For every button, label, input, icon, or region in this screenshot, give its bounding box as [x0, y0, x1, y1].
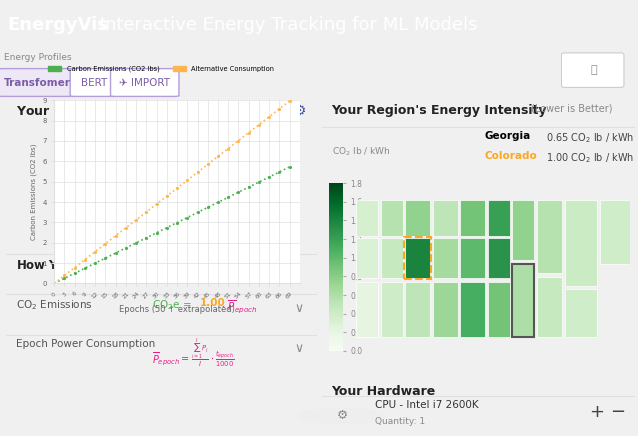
Bar: [565, 200, 597, 286]
Bar: [381, 282, 403, 337]
Text: How Your CO$_2$ Emissions are Calculated: How Your CO$_2$ Emissions are Calculated: [16, 258, 278, 274]
FancyBboxPatch shape: [0, 68, 77, 96]
Bar: [565, 290, 597, 337]
Bar: [356, 238, 378, 279]
Text: −: −: [611, 403, 625, 421]
Bar: [537, 200, 561, 273]
Bar: [512, 264, 534, 337]
Bar: [356, 200, 378, 236]
Text: Your Model's CO$_2$ Emissions (CO$_2$ lbs): Your Model's CO$_2$ Emissions (CO$_2$ lb…: [16, 104, 279, 120]
Text: Energy Profiles: Energy Profiles: [4, 53, 71, 61]
Bar: [600, 200, 630, 264]
Bar: [460, 282, 485, 337]
Text: 0.65 CO$_2$ lb / kWh: 0.65 CO$_2$ lb / kWh: [546, 131, 635, 145]
Bar: [404, 237, 431, 279]
Text: Epoch Power Consumption: Epoch Power Consumption: [16, 339, 155, 349]
Text: Transfomer: Transfomer: [4, 78, 71, 88]
Text: Quantity: 1: Quantity: 1: [375, 417, 426, 426]
Bar: [405, 238, 430, 279]
Text: CO$_2$e =: CO$_2$e =: [152, 298, 193, 312]
Text: 1.00 CO$_2$ lb / kWh: 1.00 CO$_2$ lb / kWh: [546, 151, 635, 165]
Y-axis label: Carbon Emissions (CO2 lbs): Carbon Emissions (CO2 lbs): [30, 143, 36, 240]
Bar: [487, 200, 510, 236]
Bar: [487, 238, 510, 279]
Bar: [433, 238, 457, 279]
Text: Interactive Energy Tracking for ML Models: Interactive Energy Tracking for ML Model…: [94, 16, 478, 34]
FancyBboxPatch shape: [110, 68, 179, 96]
Text: EnergyVis: EnergyVis: [8, 16, 108, 34]
Bar: [487, 282, 510, 337]
Text: $\overline{P}_{epoch} = \frac{\sum_{i=1}^{I} P_i}{I} \cdot \frac{t_{epoch}}{1000: $\overline{P}_{epoch} = \frac{\sum_{i=1}…: [152, 337, 234, 369]
Text: Colorado: Colorado: [484, 151, 537, 161]
Text: ∨: ∨: [294, 342, 303, 355]
Bar: [460, 200, 485, 236]
Text: CPU - Intel i7 2600K: CPU - Intel i7 2600K: [375, 401, 478, 410]
Text: 1.00: 1.00: [200, 298, 225, 308]
Circle shape: [299, 409, 386, 423]
Bar: [405, 200, 430, 236]
Text: CO$_2$ Emissions: CO$_2$ Emissions: [16, 298, 93, 312]
Bar: [381, 200, 403, 236]
FancyBboxPatch shape: [70, 68, 117, 96]
FancyBboxPatch shape: [561, 53, 624, 87]
Bar: [512, 264, 534, 337]
Bar: [537, 276, 561, 337]
Text: Georgia: Georgia: [484, 131, 530, 141]
Text: Your Hardware: Your Hardware: [332, 385, 436, 398]
Bar: [356, 282, 378, 337]
Text: +: +: [589, 403, 604, 421]
Text: $\cdot$ $\overline{P}_{epoch}$: $\cdot$ $\overline{P}_{epoch}$: [218, 298, 258, 315]
Bar: [460, 238, 485, 279]
X-axis label: Epochs (50 ↑ extrapolated): Epochs (50 ↑ extrapolated): [119, 306, 235, 314]
Text: ✈ IMPORT: ✈ IMPORT: [119, 78, 170, 88]
Bar: [433, 200, 457, 236]
Bar: [381, 238, 403, 279]
Text: CO$_2$ lb / kWh: CO$_2$ lb / kWh: [332, 145, 390, 158]
Bar: [433, 282, 457, 337]
Text: Your Region's Energy Intensity: Your Region's Energy Intensity: [332, 104, 547, 117]
Text: ⚙: ⚙: [337, 409, 348, 422]
Text: 🔗: 🔗: [590, 65, 597, 75]
Bar: [512, 200, 534, 260]
Bar: [405, 282, 430, 337]
Text: BERT: BERT: [81, 78, 107, 88]
Text: (Lower is Better): (Lower is Better): [531, 104, 612, 114]
Text: ∨: ∨: [294, 302, 303, 315]
Legend: Carbon Emissions (CO2 lbs), Alternative Consumption: Carbon Emissions (CO2 lbs), Alternative …: [45, 63, 277, 75]
Text: ⚙: ⚙: [294, 104, 307, 118]
